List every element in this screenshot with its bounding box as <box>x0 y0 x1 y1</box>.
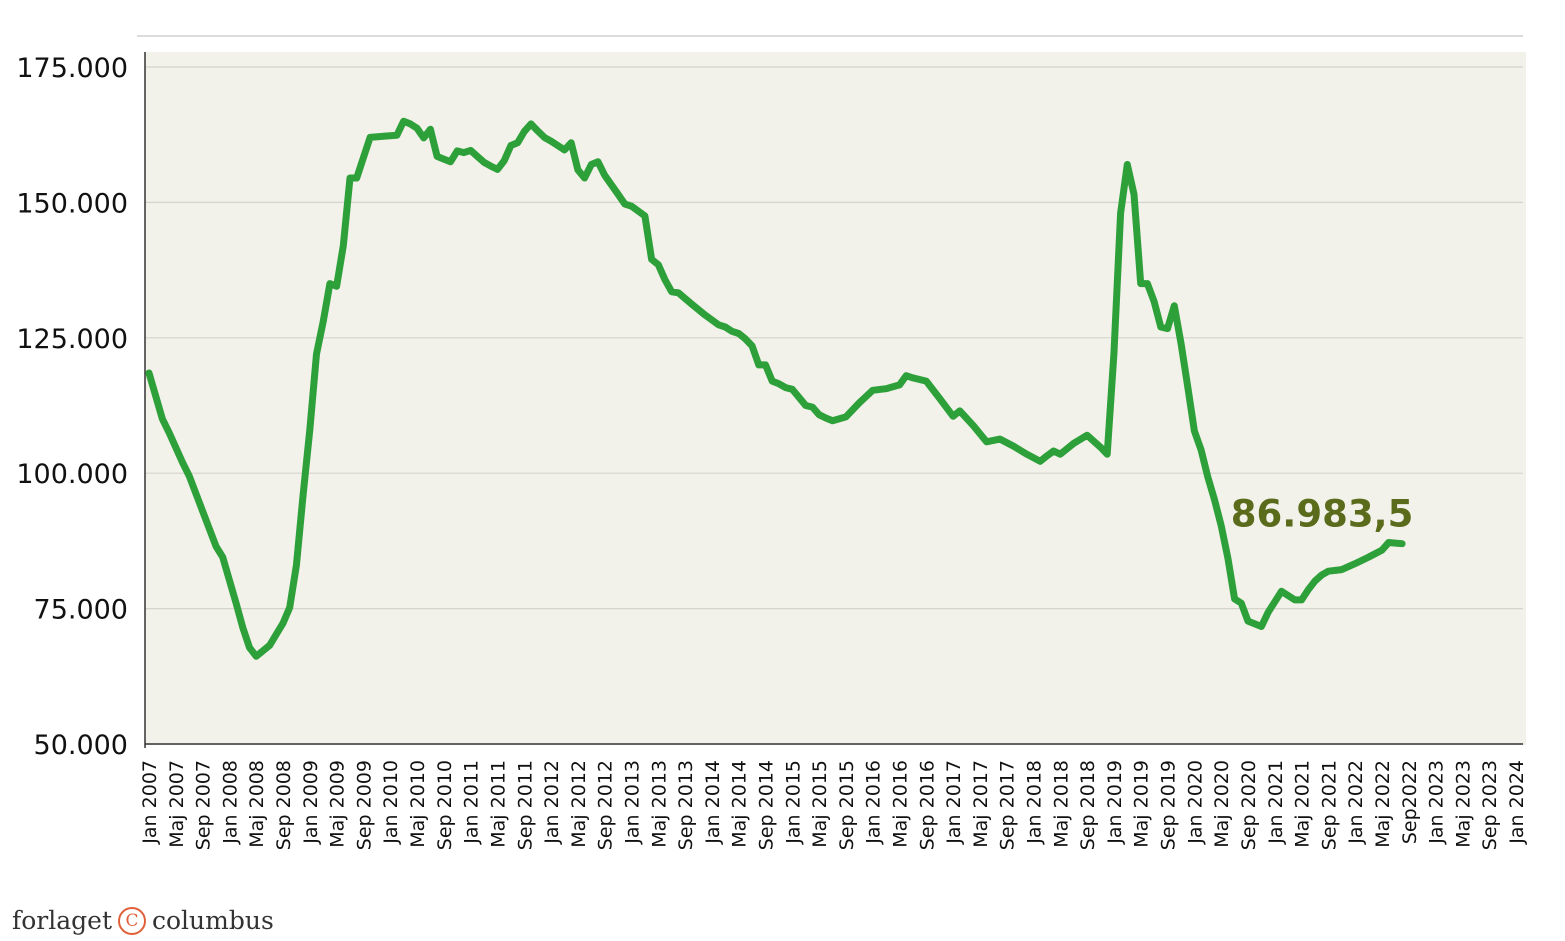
x-tick-label: Maj 2012 <box>568 760 590 848</box>
x-tick-label: Sep 2010 <box>434 760 456 850</box>
x-tick-label: Jan 2021 <box>1265 760 1287 845</box>
x-tick-label: Jan 2008 <box>219 760 241 845</box>
x-tick-label: Maj 2010 <box>407 760 429 848</box>
x-tick-label: Jan 2015 <box>782 760 804 845</box>
x-tick-label: Jan 2014 <box>702 760 724 845</box>
x-tick-label: Jan 2019 <box>1104 760 1126 845</box>
brand-right-text: columbus <box>152 906 274 935</box>
x-tick-label: Sep 2014 <box>755 760 777 850</box>
x-tick-label: Jan 2024 <box>1506 760 1528 845</box>
x-tick-label: Jan 2011 <box>461 760 483 845</box>
y-tick-label: 100.000 <box>16 459 128 490</box>
x-tick-label: Maj 2009 <box>327 760 349 848</box>
gridlines <box>145 66 1523 610</box>
x-tick-label: Maj 2007 <box>166 760 188 848</box>
x-tick-label: Maj 2015 <box>809 760 831 848</box>
x-tick-label: Sep 2008 <box>273 760 295 850</box>
x-tick-label: Maj 2020 <box>1211 760 1233 848</box>
x-tick-label: Jan 2018 <box>1024 760 1046 845</box>
x-tick-label: Sep2022 <box>1399 760 1421 844</box>
x-tick-label: Maj 2021 <box>1292 760 1314 848</box>
x-tick-label: Sep 2015 <box>836 760 858 850</box>
x-tick-label: Sep 2021 <box>1318 760 1340 850</box>
x-tick-label: Jan 2009 <box>300 760 322 845</box>
x-tick-label: Maj 2019 <box>1131 760 1153 848</box>
x-tick-label: Maj 2016 <box>890 760 912 848</box>
x-tick-label: Maj 2011 <box>487 760 509 848</box>
publisher-logo: forlaget C columbus <box>12 906 274 935</box>
x-tick-label: Jan 2010 <box>380 760 402 845</box>
x-tick-label: Jan 2013 <box>621 760 643 845</box>
x-tick-label: Jan 2023 <box>1426 760 1448 845</box>
y-tick-label: 75.000 <box>34 595 128 626</box>
x-tick-label: Sep 2020 <box>1238 760 1260 850</box>
x-tick-label: Sep 2018 <box>1077 760 1099 850</box>
x-tick-label: Sep 2016 <box>916 760 938 850</box>
y-tick-label: 50.000 <box>34 730 128 761</box>
y-tick-label: 125.000 <box>16 324 128 355</box>
x-tick-label: Jan 2017 <box>943 760 965 845</box>
x-tick-label: Sep 2023 <box>1479 760 1501 850</box>
x-tick-label: Maj 2013 <box>648 760 670 848</box>
x-tick-label: Maj 2008 <box>246 760 268 848</box>
y-axis: 50.000 75.000 100.000 125.000 150.000 175.000 <box>16 52 146 761</box>
brand-left-text: forlaget <box>12 906 112 935</box>
x-tick-label: Maj 2017 <box>970 760 992 848</box>
x-tick-label: Jan 2022 <box>1345 760 1367 845</box>
x-tick-label: Maj 2022 <box>1372 760 1394 848</box>
x-tick-label: Maj 2014 <box>729 760 751 848</box>
x-tick-label: Sep 2013 <box>675 760 697 850</box>
x-tick-label: Sep 2017 <box>997 760 1019 850</box>
y-tick-label: 175.000 <box>16 53 128 84</box>
x-tick-label: Sep 2009 <box>353 760 375 850</box>
x-tick-label: Jan 2016 <box>863 760 885 845</box>
x-tick-label: Maj 2023 <box>1452 760 1474 848</box>
x-tick-label: Sep 2012 <box>595 760 617 850</box>
y-tick-label: 150.000 <box>16 188 128 219</box>
last-value-label: 86.983,5 <box>1231 493 1414 536</box>
x-tick-label: Jan 2007 <box>139 760 161 845</box>
x-tick-label: Jan 2012 <box>541 760 563 845</box>
x-tick-label: Maj 2018 <box>1050 760 1072 848</box>
series-line <box>145 117 1406 660</box>
x-tick-label: Sep 2007 <box>193 760 215 850</box>
copyright-c-icon: C <box>118 906 146 935</box>
plot-background <box>145 52 1526 745</box>
x-tick-label: Jan 2020 <box>1184 760 1206 845</box>
x-axis: Jan 2007 Maj 2007 Sep 2007 Jan 2008 Maj 2008… <box>139 743 1528 850</box>
x-tick-label: Sep 2019 <box>1158 760 1180 850</box>
x-tick-label: Sep 2011 <box>514 760 536 850</box>
